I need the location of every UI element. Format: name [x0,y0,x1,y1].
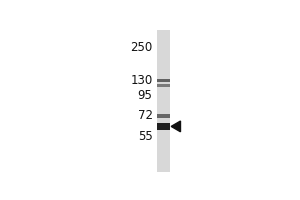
Polygon shape [171,121,181,132]
Text: 95: 95 [138,89,153,102]
Bar [157,79,170,82]
Text: 55: 55 [138,130,153,143]
Bar [157,30,170,172]
Bar [157,84,170,87]
Text: 72: 72 [138,109,153,122]
Text: 130: 130 [130,74,153,87]
Text: 250: 250 [130,41,153,54]
Bar [157,123,170,130]
Bar [157,114,170,118]
